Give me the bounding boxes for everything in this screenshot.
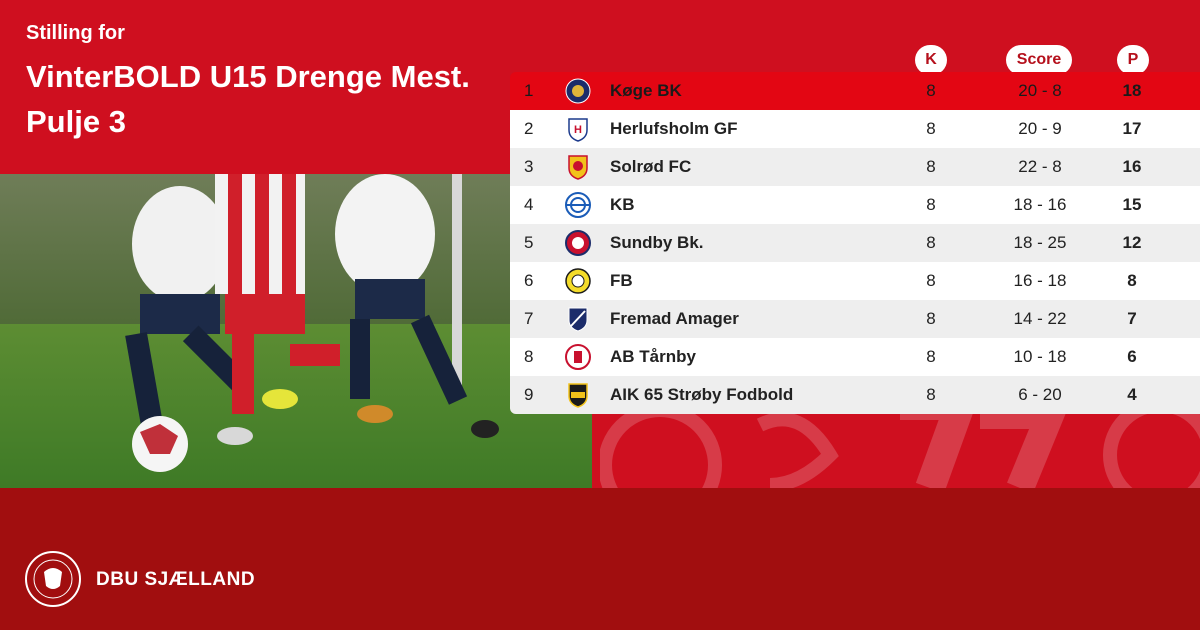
team-name: Fremad Amager: [610, 309, 739, 328]
team-name: Solrød FC: [610, 157, 692, 176]
table-row: 6 FB 8 16 - 18 8: [510, 262, 1200, 300]
team-name: AIK 65 Strøby Fodbold: [610, 385, 794, 404]
footer-background: [0, 488, 1200, 630]
matches-played: 8: [926, 271, 936, 290]
matches-played: 8: [926, 309, 936, 328]
points: 15: [1122, 195, 1142, 214]
solrod-fc-logo-icon: [568, 155, 588, 180]
dbu-logo-icon: [25, 551, 81, 607]
table-row: 5 Sundby Bk. 8 18 - 25 12: [510, 224, 1200, 262]
matches-played: 8: [926, 195, 936, 214]
column-header-score: Score: [1006, 45, 1072, 75]
page-subtitle: Stilling for: [26, 22, 125, 44]
team-name: Sundby Bk.: [610, 233, 704, 252]
position: 1: [524, 81, 534, 100]
team-name: KB: [610, 195, 635, 214]
team-name: FB: [610, 271, 633, 290]
table-row: 3 Solrød FC 8 22 - 8 16: [510, 148, 1200, 186]
fb-logo-icon: [565, 268, 591, 294]
points: 8: [1127, 271, 1137, 290]
goal-score: 20 - 8: [1018, 81, 1062, 100]
position: 3: [524, 157, 534, 176]
position: 4: [524, 195, 534, 214]
position: 7: [524, 309, 534, 328]
herlufsholm-gf-logo-icon: H: [568, 118, 588, 142]
points: 12: [1122, 233, 1142, 252]
matches-played: 8: [926, 385, 936, 404]
team-name: Herlufsholm GF: [610, 119, 738, 138]
goal-score: 18 - 25: [1013, 233, 1067, 252]
pool-title: Pulje 3: [26, 104, 126, 139]
kb-logo-icon: [565, 192, 591, 218]
table-row: 4 KB 8 18 - 16 15: [510, 186, 1200, 224]
goal-score: 14 - 22: [1013, 309, 1067, 328]
table-row: 2 H Herlufsholm GF 8 20 - 9 17: [510, 110, 1200, 148]
points: 17: [1122, 119, 1142, 138]
svg-text:H: H: [574, 124, 582, 136]
position: 6: [524, 271, 534, 290]
team-name: Køge BK: [610, 81, 682, 100]
goal-score: 16 - 18: [1013, 271, 1067, 290]
soccer-photo: [0, 174, 592, 488]
table-row: 9 AIK 65 Strøby Fodbold 8 6 - 20 4: [510, 376, 1200, 414]
position: 2: [524, 119, 534, 138]
team-name: AB Tårnby: [610, 347, 696, 366]
matches-played: 8: [926, 347, 936, 366]
matches-played: 8: [926, 119, 936, 138]
fremad-amager-logo-icon: [568, 307, 588, 332]
goal-score: 6 - 20: [1018, 385, 1062, 404]
koge-bk-logo-icon: [565, 78, 591, 104]
page-title: VinterBOLD U15 Drenge Mest.: [26, 59, 470, 94]
table-row: 8 AB Tårnby 8 10 - 18 6: [510, 338, 1200, 376]
column-header-p: P: [1117, 45, 1149, 75]
ab-tarnby-logo-icon: [565, 344, 591, 370]
position: 5: [524, 233, 534, 252]
points: 4: [1127, 385, 1137, 404]
table-row: 1 Køge BK 8 20 - 8 18: [510, 72, 1200, 110]
matches-played: 8: [926, 81, 936, 100]
matches-played: 8: [926, 233, 936, 252]
goal-score: 10 - 18: [1013, 347, 1067, 366]
footer-brand: DBU SJÆLLAND: [96, 569, 256, 590]
points: 7: [1127, 309, 1137, 328]
points: 16: [1122, 157, 1142, 176]
column-header-k: K: [915, 45, 947, 75]
goal-score: 18 - 16: [1013, 195, 1067, 214]
aik-65-stroby-logo-icon: [568, 383, 588, 408]
points: 6: [1127, 347, 1137, 366]
goal-score: 20 - 9: [1018, 119, 1062, 138]
table-row: 7 Fremad Amager 8 14 - 22 7: [510, 300, 1200, 338]
goal-score: 22 - 8: [1018, 157, 1062, 176]
position: 9: [524, 385, 534, 404]
sundby-bk-logo-icon: [565, 230, 591, 256]
position: 8: [524, 347, 534, 366]
matches-played: 8: [926, 157, 936, 176]
standings-table: 1 Køge BK 8 20 - 8 18 2 H Herlufsholm GF…: [510, 72, 1200, 414]
points: 18: [1122, 81, 1142, 100]
